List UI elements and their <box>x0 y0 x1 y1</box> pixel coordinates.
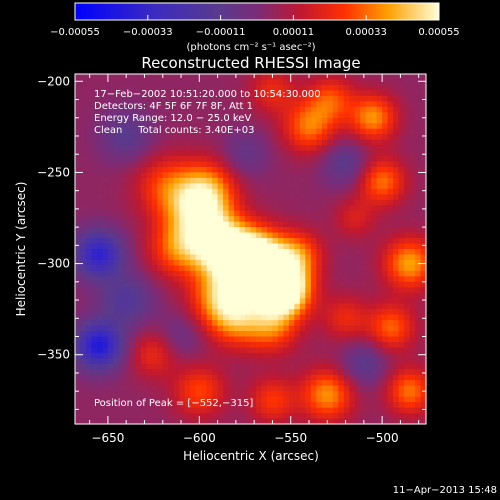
observation-info: 17−Feb−2002 10:51:20.000 to 10:54:30.000… <box>94 89 321 136</box>
colorbar-tick-label: 0.00055 <box>418 27 459 38</box>
colorbar-unit-label: (photons cm⁻² s⁻¹ asec⁻²) <box>186 42 315 53</box>
x-tick-label: −550 <box>274 431 307 445</box>
y-tick-label: −250 <box>37 165 70 179</box>
colorbar-tick-label: −0.00055 <box>50 27 100 38</box>
colorbar-tick-label: −0.00033 <box>123 27 173 38</box>
x-tick-label: −600 <box>183 431 216 445</box>
y-tick-label: −350 <box>37 348 70 362</box>
x-tick-label: −500 <box>366 431 399 445</box>
info-line: Clean Total counts: 3.40E+03 <box>94 125 254 136</box>
colorbar <box>74 2 440 21</box>
colorbar-tick-label: −0.00011 <box>196 27 246 38</box>
info-line: Energy Range: 12.0 − 25.0 keV <box>94 113 251 124</box>
timestamp: 11−Apr−2013 15:48 <box>393 485 497 496</box>
heatmap-image <box>75 74 427 425</box>
y-axis-label: Heliocentric Y (arcsec) <box>14 182 28 317</box>
colorbar-tick-label: 0.00033 <box>346 27 387 38</box>
peak-position-label: Position of Peak = [−552,−315] <box>94 398 253 409</box>
info-line: 17−Feb−2002 10:51:20.000 to 10:54:30.000 <box>94 89 321 100</box>
axis-ticks: −650 −600 −550 −500 −200 −250 −300 −350 <box>37 74 426 445</box>
x-tick-label: −650 <box>91 431 124 445</box>
colorbar-ticks: −0.00055 −0.00033 −0.00011 0.00011 0.00033 0.… <box>50 15 460 38</box>
info-line: Detectors: 4F 5F 6F 7F 8F, Att 1 <box>94 101 253 112</box>
chart-title: Reconstructed RHESSI Image <box>141 54 360 72</box>
y-tick-label: −200 <box>37 74 70 88</box>
x-axis-label: Heliocentric X (arcsec) <box>183 449 319 463</box>
plot-frame <box>74 73 427 425</box>
colorbar-tick-label: 0.00011 <box>273 27 314 38</box>
y-tick-label: −300 <box>37 257 70 271</box>
